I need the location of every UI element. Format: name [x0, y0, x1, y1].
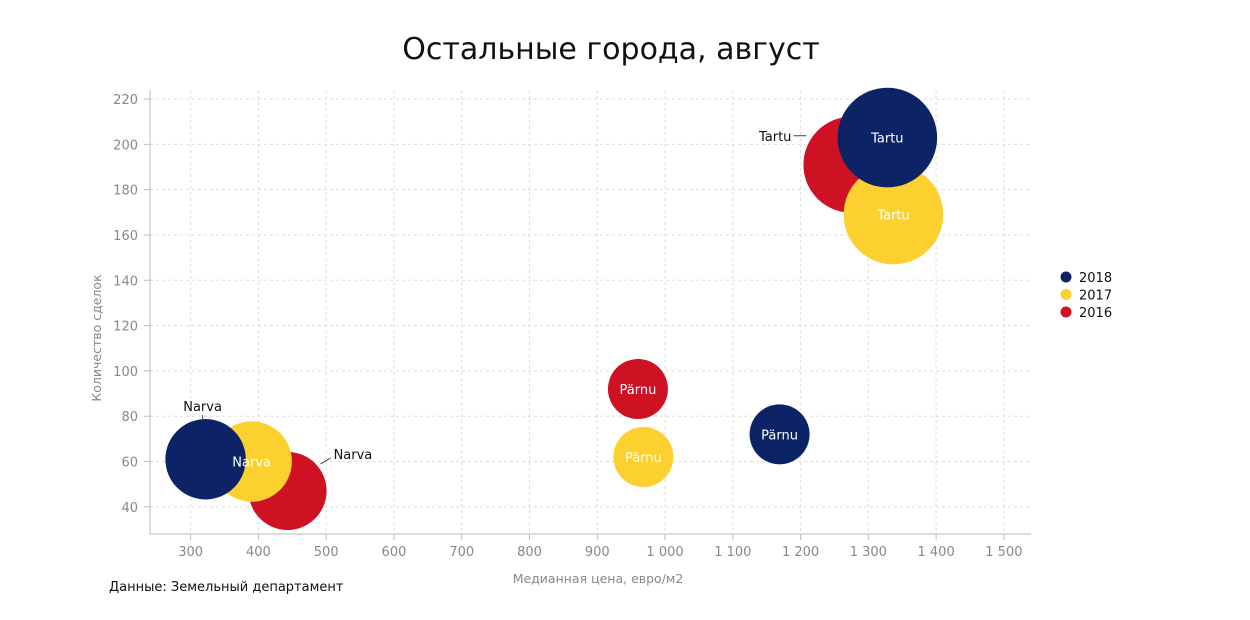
y-tick-label: 60 [121, 456, 138, 471]
legend-label: 2016 [1079, 306, 1112, 321]
x-tick-label: 1 300 [850, 545, 887, 560]
chart-title: Остальные города, август [402, 32, 819, 67]
axes: 300 400 500 600 700 800 900 1 000 1 100 1 200 1 30… [113, 90, 1031, 560]
y-tick-label: 140 [113, 274, 138, 289]
bubble-2016-pärnu [607, 359, 668, 420]
x-tick-label: 1 000 [646, 545, 683, 560]
x-tick-label: 300 [178, 545, 203, 560]
bubble-label: Narva [334, 448, 373, 463]
x-axis-title: Медианная цена, евро/м2 [513, 571, 684, 586]
x-tick-label: 1 200 [782, 545, 819, 560]
bubble-label: Tartu [870, 132, 903, 147]
bubble-label: Pärnu [625, 451, 662, 466]
bubble-2018-tartu [837, 87, 938, 188]
bubble-2018-narva [165, 419, 246, 500]
bubble-label: Tartu [758, 130, 791, 145]
bubbles [165, 87, 944, 530]
bubble-labels: Narva Pärnu Tartu Narva Pärnu Tartu Narva Pärnu… [183, 130, 909, 471]
bubble-label: Pärnu [620, 383, 657, 398]
x-tick-label: 900 [585, 545, 610, 560]
legend-label: 2018 [1079, 271, 1112, 286]
y-axis-title: Количество сделок [89, 274, 104, 402]
y-tick-label: 40 [121, 501, 138, 516]
bubble-label: Narva [183, 400, 222, 415]
y-tick-label: 120 [113, 320, 138, 335]
x-tick-label: 1 100 [714, 545, 751, 560]
source-note: Данные: Земельный департамент [109, 580, 344, 595]
bubble-label: Narva [232, 456, 271, 471]
legend-marker-2017 [1060, 289, 1072, 300]
label-connector [320, 457, 331, 465]
x-tick-label: 700 [449, 545, 474, 560]
y-tick-label: 80 [121, 410, 138, 425]
y-tick-label: 180 [113, 184, 138, 199]
legend: 2018 2017 2016 [1060, 271, 1112, 321]
bubble-2017-tartu [843, 164, 944, 265]
y-tick-label: 160 [113, 229, 138, 244]
legend-label: 2017 [1079, 289, 1112, 304]
bubble-2017-pärnu [613, 426, 674, 487]
y-tick-label: 200 [113, 138, 138, 153]
bubble-label: Tartu [876, 209, 909, 224]
bubble-label: Pärnu [761, 428, 798, 443]
x-tick-label: 1 500 [985, 545, 1022, 560]
y-tick-label: 100 [113, 365, 138, 380]
x-tick-label: 400 [246, 545, 271, 560]
legend-marker-2018 [1060, 271, 1072, 283]
x-tick-label: 500 [314, 545, 339, 560]
y-tick-label: 220 [113, 93, 138, 108]
x-tick-label: 1 400 [918, 545, 955, 560]
legend-marker-2016 [1060, 306, 1072, 318]
x-tick-label: 800 [517, 545, 542, 560]
x-tick-label: 600 [382, 545, 407, 560]
bubble-2018-pärnu [749, 404, 810, 465]
